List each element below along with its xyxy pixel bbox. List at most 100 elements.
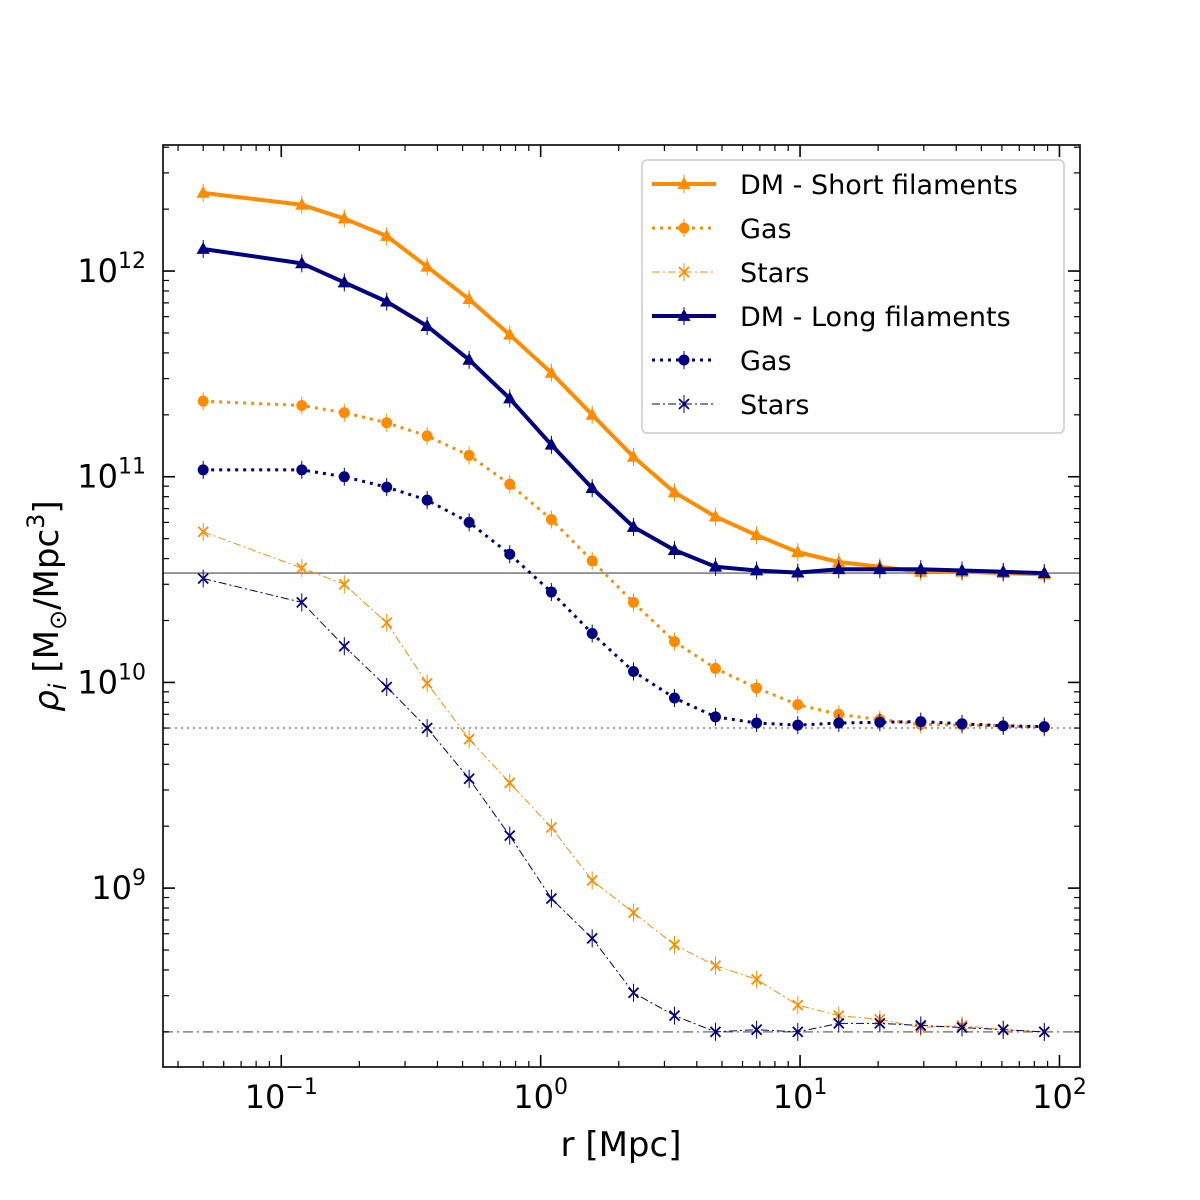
y-axis-label: ρi [M⊙/Mpc3] — [22, 500, 72, 711]
data-point — [750, 973, 763, 986]
data-point — [296, 399, 308, 411]
data-point — [1038, 721, 1050, 733]
data-point — [338, 578, 350, 590]
data-point — [792, 1026, 804, 1038]
data-point — [197, 526, 209, 538]
data-point — [708, 509, 723, 522]
data-point — [667, 543, 682, 555]
series-5 — [197, 569, 1050, 1041]
data-point — [421, 677, 433, 689]
data-point — [709, 1026, 722, 1038]
data-point — [421, 494, 433, 506]
x-tick-label: 102 — [1032, 1075, 1087, 1116]
data-point — [668, 1009, 681, 1022]
data-point — [914, 562, 928, 575]
series-line — [203, 578, 1045, 1033]
data-point — [420, 319, 434, 331]
x-tick-label: 100 — [513, 1075, 568, 1116]
x-tick-label: 101 — [773, 1075, 828, 1116]
plot-frame — [162, 144, 1081, 1068]
data-point — [544, 437, 559, 450]
data-point — [915, 1019, 927, 1032]
series-3 — [196, 239, 1051, 583]
data-point — [586, 874, 598, 887]
legend-label: Stars — [740, 258, 809, 289]
data-point — [586, 555, 598, 567]
data-point — [627, 906, 640, 919]
y-label-close: ] — [27, 500, 67, 513]
data-point — [791, 545, 805, 558]
data-point — [338, 471, 350, 483]
data-point — [873, 562, 887, 575]
legend-box — [641, 159, 1065, 434]
series-4 — [197, 460, 1050, 736]
data-point — [503, 391, 517, 404]
data-point — [749, 528, 764, 541]
y-tick-label: 1010 — [77, 660, 146, 701]
data-point — [709, 959, 722, 972]
legend-label: Gas — [740, 346, 792, 377]
data-point — [833, 1017, 845, 1030]
data-point — [1037, 566, 1051, 579]
data-point — [463, 516, 475, 528]
data-point — [709, 662, 721, 674]
data-point — [462, 292, 476, 305]
data-point — [381, 417, 393, 429]
data-point — [996, 564, 1010, 577]
data-point — [463, 733, 475, 745]
y-label-unit2: /Mpc — [27, 529, 67, 610]
data-point — [997, 1024, 1009, 1036]
data-point — [668, 636, 680, 648]
data-point — [751, 682, 763, 694]
legend-item: Stars — [652, 258, 809, 289]
y-tick-label-base: 10 — [77, 458, 118, 496]
data-point — [296, 464, 308, 476]
data-point — [381, 681, 393, 693]
data-point — [956, 718, 968, 730]
legend-marker — [678, 222, 690, 234]
y-label-exp: 3 — [22, 514, 50, 529]
data-point — [504, 548, 516, 560]
minor-ticks — [163, 145, 1080, 1067]
data-point — [381, 481, 393, 493]
legend-marker — [677, 177, 691, 189]
data-point — [196, 241, 210, 254]
data-point — [504, 829, 516, 842]
data-point — [380, 229, 394, 241]
legend-item: DM - Long filaments — [652, 302, 1011, 333]
legend-label: DM - Long filaments — [740, 302, 1011, 333]
y-tick-label-exp: 9 — [132, 866, 146, 891]
x-axis-label: r [Mpc] — [561, 1125, 682, 1165]
data-point — [381, 617, 393, 629]
series-line — [202, 247, 1045, 576]
x-tick-label-exp: 2 — [1073, 1075, 1087, 1100]
y-tick-label-base: 10 — [77, 663, 118, 701]
data-point — [585, 407, 599, 420]
x-tick-label-exp: −1 — [285, 1075, 317, 1100]
data-point — [751, 717, 763, 729]
y-tick-label-exp: 12 — [118, 249, 146, 274]
y-tick-label: 1011 — [77, 455, 146, 496]
y-label-sun: ⊙ — [44, 610, 72, 630]
data-point — [792, 699, 804, 711]
y-tick-label-base: 10 — [91, 869, 132, 907]
data-point — [668, 692, 680, 704]
data-point — [1038, 1026, 1050, 1038]
data-point — [545, 586, 557, 598]
y-tick-label-exp: 11 — [118, 455, 146, 480]
series-layer — [196, 183, 1051, 1041]
data-point — [628, 596, 640, 608]
data-point — [463, 773, 475, 785]
legend-marker — [677, 309, 691, 321]
y-label-unit: [M — [27, 630, 67, 683]
data-point — [197, 395, 209, 407]
legend-item: Stars — [652, 390, 809, 421]
series-line — [203, 399, 1045, 729]
legend: DM - Short filaments Gas Stars DM - Long fi… — [641, 159, 1065, 434]
data-point — [197, 464, 209, 476]
data-point — [421, 430, 433, 442]
y-label-sub: i — [44, 683, 72, 690]
data-point — [792, 719, 804, 731]
y-tick-label: 109 — [91, 866, 146, 907]
